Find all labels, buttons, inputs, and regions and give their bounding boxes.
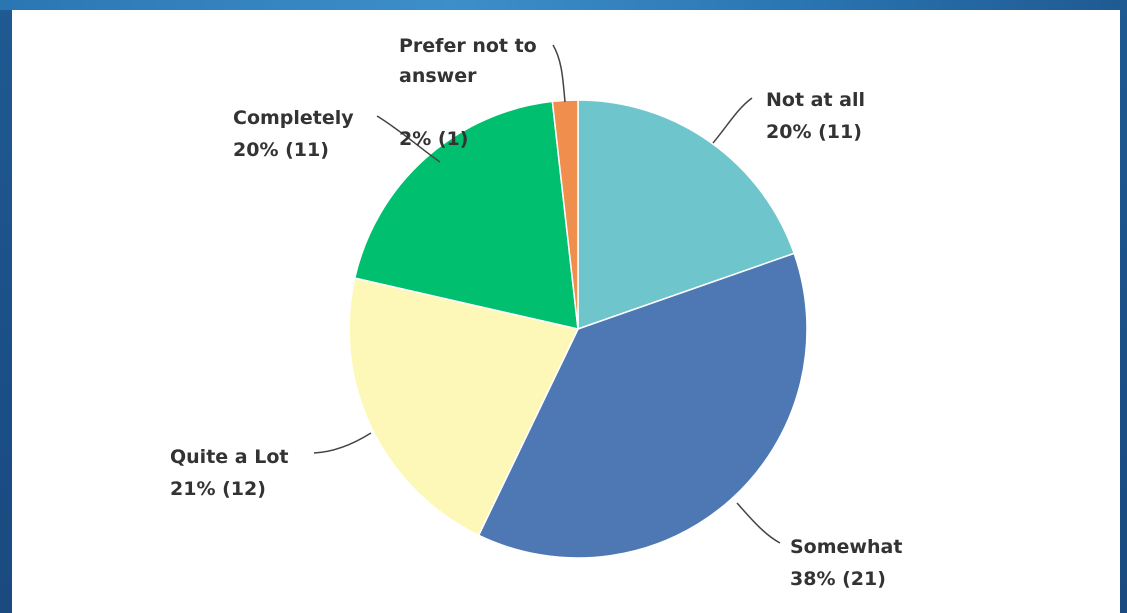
slice-label-quite-a-lot: Quite a Lot — [170, 446, 288, 468]
leader-not-at-all — [712, 97, 753, 144]
slice-label-prefer-not-line1: Prefer not to — [399, 35, 537, 57]
top-accent-bar — [0, 0, 1127, 10]
pie-slices — [348, 99, 808, 559]
pie-slice-quite-a-lot — [348, 277, 580, 537]
slice-value-prefer-not: 2% (1) — [399, 128, 468, 150]
leader-somewhat — [736, 502, 781, 544]
slice-label-not-at-all: Not at all — [766, 89, 865, 111]
leader-lines — [313, 44, 781, 544]
slice-value-completely: 20% (11) — [233, 139, 329, 161]
slice-value-quite-a-lot: 21% (12) — [170, 478, 266, 500]
slice-value-somewhat: 38% (21) — [790, 568, 886, 590]
leader-completely — [376, 115, 441, 163]
slice-label-somewhat: Somewhat — [790, 536, 902, 558]
slice-value-not-at-all: 20% (11) — [766, 121, 862, 143]
slice-label-completely: Completely — [233, 107, 354, 129]
pie-slice-completely — [353, 100, 579, 330]
slice-label-prefer-not-line2: answer — [399, 65, 477, 87]
leader-prefer-not — [552, 44, 566, 103]
pie-slice-somewhat — [477, 252, 808, 559]
leader-quite-a-lot — [313, 432, 372, 454]
